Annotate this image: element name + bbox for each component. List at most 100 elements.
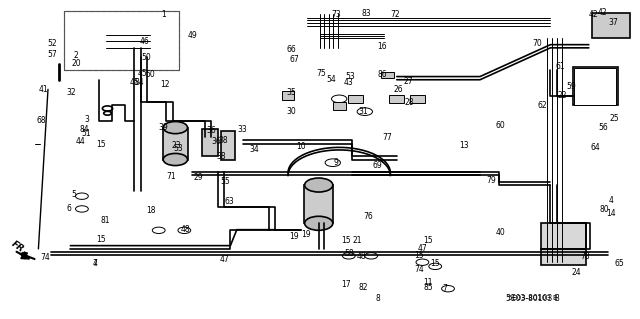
Text: 54: 54	[326, 75, 337, 84]
Bar	[389, 95, 404, 103]
Circle shape	[102, 106, 113, 111]
Text: 23: 23	[171, 141, 181, 150]
Circle shape	[429, 263, 442, 270]
Circle shape	[325, 159, 340, 167]
Text: 1: 1	[161, 10, 166, 19]
Text: 16: 16	[377, 42, 387, 51]
Text: 50: 50	[141, 53, 151, 62]
Bar	[202, 129, 218, 156]
Text: 4: 4	[609, 197, 614, 205]
Text: 19: 19	[301, 230, 311, 239]
Text: 72: 72	[390, 10, 401, 19]
Text: 15: 15	[96, 140, 106, 149]
Text: 34: 34	[249, 145, 259, 154]
Text: 46: 46	[139, 37, 149, 46]
Text: 15: 15	[430, 259, 440, 268]
Circle shape	[357, 108, 372, 115]
Circle shape	[163, 122, 188, 134]
Text: 15: 15	[422, 236, 433, 245]
Text: 33: 33	[237, 125, 247, 134]
Bar	[221, 131, 235, 160]
Text: 21: 21	[353, 236, 362, 245]
Text: 31: 31	[358, 107, 369, 116]
Circle shape	[76, 193, 88, 199]
Text: 64: 64	[590, 143, 600, 152]
Bar	[163, 128, 188, 160]
Text: 71: 71	[166, 172, 177, 181]
Text: 44: 44	[75, 137, 85, 146]
Text: 48: 48	[356, 252, 367, 261]
Text: 6: 6	[67, 204, 72, 213]
Circle shape	[178, 227, 191, 234]
Text: 52: 52	[47, 39, 58, 48]
Text: 12: 12	[161, 80, 170, 89]
Text: 68: 68	[36, 116, 47, 125]
Text: 67: 67	[289, 55, 300, 63]
Text: 45: 45	[129, 78, 140, 87]
Bar	[541, 223, 586, 265]
Text: 24: 24	[571, 268, 581, 277]
Text: 25: 25	[609, 114, 620, 122]
Bar	[410, 95, 425, 103]
Bar	[333, 102, 346, 110]
Text: 85: 85	[424, 283, 434, 292]
Text: 74: 74	[414, 265, 424, 274]
Text: 3: 3	[84, 115, 89, 124]
Text: 15: 15	[340, 236, 351, 245]
Text: 22: 22	[557, 91, 566, 100]
Text: 20: 20	[72, 59, 82, 68]
Text: 41: 41	[38, 85, 49, 94]
Bar	[573, 67, 618, 105]
Text: 61: 61	[555, 63, 565, 71]
Text: 53: 53	[346, 72, 356, 81]
Text: 37: 37	[608, 18, 618, 27]
Text: 8: 8	[375, 294, 380, 303]
Text: 69: 69	[372, 161, 383, 170]
Text: 47: 47	[417, 244, 428, 253]
Text: 14: 14	[606, 209, 616, 218]
Bar	[99, 16, 157, 54]
Text: 49: 49	[187, 31, 197, 40]
Text: 81: 81	[101, 216, 110, 225]
Circle shape	[305, 178, 333, 192]
Text: 47: 47	[219, 256, 229, 264]
Text: 36: 36	[211, 137, 221, 146]
Text: 38: 38	[216, 152, 226, 161]
Text: 77: 77	[382, 133, 392, 142]
Circle shape	[163, 153, 188, 166]
Text: 4: 4	[92, 259, 97, 268]
Text: 75: 75	[316, 69, 326, 78]
Text: 15: 15	[414, 251, 424, 260]
Text: 56: 56	[598, 123, 608, 132]
Text: 83: 83	[361, 9, 371, 18]
Text: 58: 58	[344, 249, 354, 258]
Text: 18: 18	[147, 206, 156, 215]
Circle shape	[104, 111, 111, 115]
Text: 42: 42	[588, 10, 598, 19]
Text: 84: 84	[134, 78, 145, 87]
Text: 36: 36	[206, 126, 216, 135]
Text: 43: 43	[344, 78, 354, 87]
Text: 28: 28	[405, 98, 414, 107]
Text: 9: 9	[333, 158, 339, 167]
Text: 51: 51	[81, 130, 92, 138]
Text: 86: 86	[378, 70, 388, 78]
Text: 80: 80	[600, 205, 610, 214]
Text: 42: 42	[598, 8, 608, 17]
Text: 84: 84	[79, 125, 90, 134]
Text: 13: 13	[459, 141, 469, 150]
Bar	[64, 11, 179, 70]
Text: 7: 7	[92, 259, 97, 268]
Text: 19: 19	[289, 232, 300, 241]
Bar	[304, 185, 333, 223]
Text: 62: 62	[538, 101, 548, 110]
Text: 82: 82	[358, 283, 367, 292]
Text: 5: 5	[71, 190, 76, 199]
Circle shape	[305, 216, 333, 230]
Text: 73: 73	[331, 10, 341, 19]
Circle shape	[342, 253, 355, 259]
Text: 59: 59	[566, 82, 576, 91]
Text: 32: 32	[67, 88, 77, 97]
Text: 66: 66	[286, 45, 296, 54]
Bar	[101, 18, 156, 52]
